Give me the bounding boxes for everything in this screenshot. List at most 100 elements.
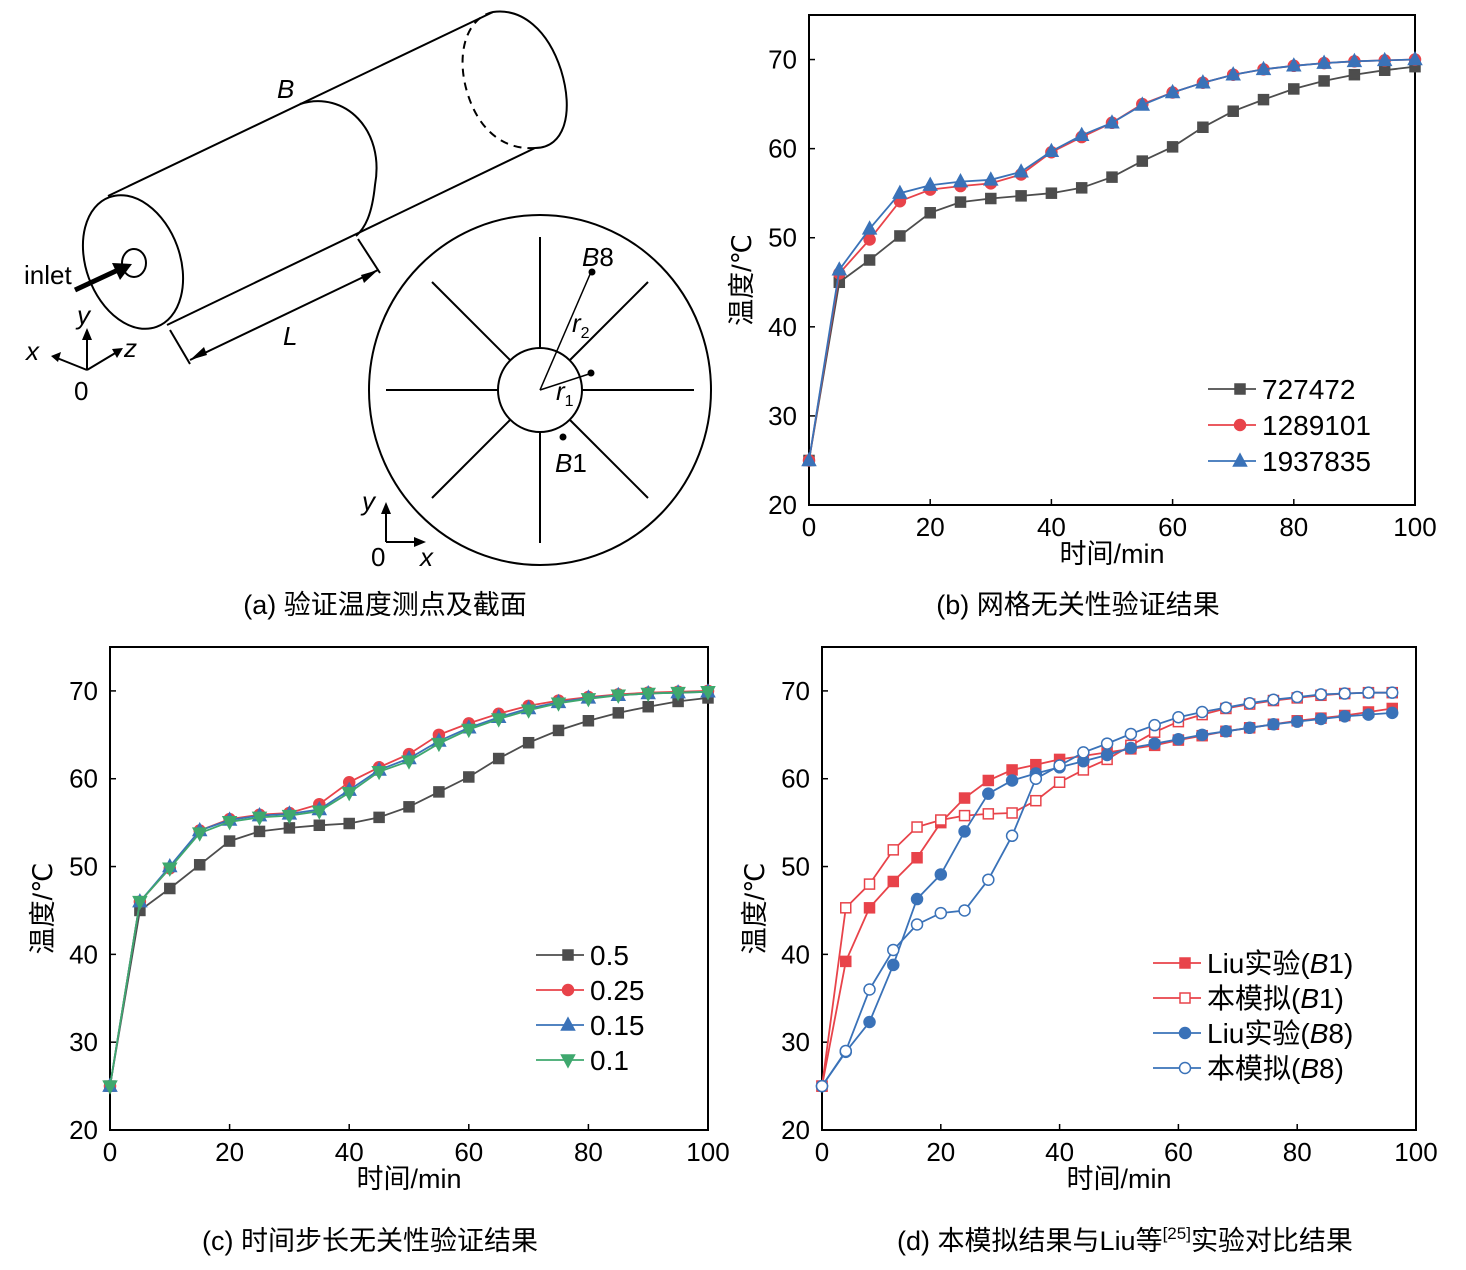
triad-label-origin: 0 (74, 376, 88, 406)
data-point (982, 808, 995, 820)
data-point (371, 765, 387, 781)
legend: 727472 1289101 1937835 (1208, 374, 1371, 477)
series-0.5 (104, 692, 714, 1092)
x-tick-label: 20 (215, 1137, 244, 1167)
dim-line-right-ext (357, 238, 381, 274)
x-tick-label: 40 (1037, 512, 1066, 542)
data-point (1029, 772, 1043, 785)
y-tick-label: 30 (69, 1027, 98, 1057)
x-tick-label: 20 (926, 1137, 955, 1167)
data-point (1172, 711, 1185, 724)
cylinder-mid-section (299, 100, 378, 237)
panel-a-schematic (51, 10, 568, 371)
y-tick-label: 40 (781, 939, 810, 969)
legend-marker (1179, 957, 1191, 969)
x-axis-label: 时间/min (1059, 539, 1164, 569)
series-本模拟(B8) (815, 686, 1399, 1093)
data-point (1195, 705, 1209, 719)
y-tick-label: 30 (768, 401, 797, 431)
data-point (582, 715, 595, 727)
x-tick-label: 100 (1393, 512, 1436, 542)
y-tick-label: 50 (69, 852, 98, 882)
data-point (1288, 83, 1300, 95)
data-point (1124, 727, 1138, 741)
data-point (463, 771, 475, 783)
label-B: B (277, 74, 294, 104)
data-point (281, 809, 298, 825)
triad-x-arrow (51, 352, 61, 362)
label-L: L (283, 321, 297, 351)
data-point (1100, 737, 1114, 750)
y-axis-label: 温度/℃ (28, 863, 58, 955)
legend-marker (560, 1016, 576, 1031)
dim-line-left-ext (169, 329, 191, 365)
point-B8-dot (588, 268, 596, 276)
data-point (311, 805, 328, 820)
data-point (1197, 121, 1209, 134)
legend-marker (562, 949, 574, 961)
data-point (1255, 60, 1272, 76)
data-point (863, 254, 876, 266)
data-point (910, 918, 924, 931)
triad-z-axis (86, 351, 118, 371)
data-point (162, 862, 178, 877)
section-x-arrow (414, 537, 426, 547)
radius-r1-line (539, 373, 590, 391)
legend-label: 1289101 (1262, 410, 1371, 441)
x-tick-label: 60 (1158, 512, 1187, 542)
data-point (1257, 93, 1270, 106)
y-tick-label: 70 (69, 676, 98, 706)
y-tick-label: 40 (69, 939, 98, 969)
data-point (839, 1044, 853, 1058)
legend-label: 727472 (1262, 374, 1355, 405)
caption-b: (b) 网格无关性验证结果 (936, 590, 1220, 620)
label-r2: r2 (572, 308, 590, 342)
x-tick-label: 20 (916, 512, 945, 542)
label-B1: B1 (555, 448, 587, 478)
data-point (922, 176, 938, 191)
x-tick-label: 0 (103, 1137, 117, 1167)
plot-frame (808, 14, 1416, 506)
data-point (223, 835, 236, 847)
data-point (952, 173, 969, 188)
plot-frame (109, 646, 709, 1131)
data-point (1006, 807, 1018, 819)
data-point (1172, 732, 1185, 746)
data-point (1338, 687, 1351, 700)
x-axis-label: 时间/min (1066, 1164, 1171, 1194)
x-tick-label: 100 (1394, 1137, 1437, 1167)
data-point (1106, 171, 1118, 183)
y-tick-label: 20 (69, 1115, 98, 1145)
series-0.1 (102, 686, 716, 1095)
triad-label-y: y (75, 300, 92, 330)
panel-a-text: B inlet L y x z 0 (24, 74, 297, 406)
legend-item: 1289101 (1208, 410, 1371, 441)
data-point (132, 895, 148, 911)
label-inlet: inlet (24, 260, 72, 290)
legend-label: Liu实验(B1) (1207, 948, 1353, 979)
y-tick-label: 60 (768, 134, 797, 164)
data-point (1314, 688, 1328, 701)
data-point (1385, 686, 1399, 699)
data-point (1267, 718, 1280, 731)
data-point (373, 811, 385, 824)
data-point (1075, 182, 1088, 194)
section-y-arrow (381, 502, 391, 514)
triad-z-arrow (112, 348, 123, 358)
data-point (1227, 105, 1239, 117)
data-point (863, 233, 876, 246)
data-point (1005, 774, 1019, 787)
data-point (1013, 163, 1029, 178)
legend-marker (560, 1054, 576, 1069)
data-point (887, 844, 900, 856)
data-point (1073, 126, 1090, 142)
dim-line-L (189, 269, 379, 361)
fin-7 (431, 419, 511, 499)
data-point (911, 821, 923, 833)
x-tick-label: 40 (1045, 1137, 1074, 1167)
legend-marker (1233, 418, 1247, 432)
fin-8 (569, 419, 649, 499)
data-point (253, 825, 266, 838)
data-point (490, 713, 507, 728)
point-B1-dot (559, 433, 567, 441)
